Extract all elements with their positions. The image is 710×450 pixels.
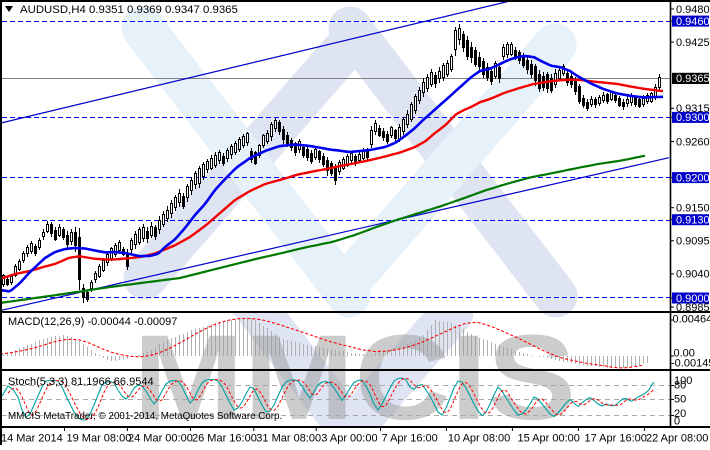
svg-text:MMCIS MetaTrader, © 2001-2014,: MMCIS MetaTrader, © 2001-2014, MetaQuote…: [8, 411, 282, 422]
svg-text:3 Apr 00:00: 3 Apr 00:00: [321, 433, 377, 445]
svg-text:80: 80: [674, 380, 686, 392]
svg-text:-0.00145: -0.00145: [671, 358, 710, 370]
svg-text:0.9200: 0.9200: [676, 172, 710, 184]
svg-text:19 Mar 08:00: 19 Mar 08:00: [67, 433, 132, 445]
svg-text:0.9260: 0.9260: [676, 136, 710, 148]
svg-text:0.00464: 0.00464: [673, 314, 710, 326]
svg-text:24 Mar 00:00: 24 Mar 00:00: [128, 433, 193, 445]
svg-text:0.9000: 0.9000: [676, 293, 710, 305]
svg-text:22 Apr 08:00: 22 Apr 08:00: [646, 433, 708, 445]
svg-text:MMCIS: MMCIS: [133, 309, 576, 445]
svg-text:0.9460: 0.9460: [676, 16, 710, 28]
svg-text:7 Apr 16:00: 7 Apr 16:00: [382, 433, 438, 445]
svg-text:0.9300: 0.9300: [676, 112, 710, 124]
svg-text:MACD(12,26,9) -0.00044 -0.0009: MACD(12,26,9) -0.00044 -0.00097: [8, 316, 177, 328]
svg-text:0.9425: 0.9425: [676, 37, 710, 49]
svg-text:0.9480: 0.9480: [676, 4, 710, 16]
svg-text:Stoch(5,3,3) 81.1966 66.9544: Stoch(5,3,3) 81.1966 66.9544: [8, 376, 154, 388]
svg-text:26 Mar 16:00: 26 Mar 16:00: [192, 433, 257, 445]
svg-text:50: 50: [674, 394, 686, 406]
svg-text:14 Mar 2014: 14 Mar 2014: [1, 433, 63, 445]
svg-text:31 Mar 08:00: 31 Mar 08:00: [256, 433, 321, 445]
svg-text:17 Apr 16:00: 17 Apr 16:00: [585, 433, 647, 445]
svg-text:AUDUSD,H4 0.9351 0.9369 0.934: AUDUSD,H4 0.9351 0.9369 0.9347 0.9365: [20, 4, 238, 16]
svg-text:0.9150: 0.9150: [676, 203, 710, 215]
svg-text:0: 0: [674, 415, 680, 427]
svg-text:0.9095: 0.9095: [676, 236, 710, 248]
svg-text:0.9040: 0.9040: [676, 269, 710, 281]
svg-text:0.9130: 0.9130: [676, 215, 710, 227]
svg-text:0.9365: 0.9365: [676, 73, 710, 85]
svg-text:15 Apr 00:00: 15 Apr 00:00: [518, 433, 580, 445]
svg-text:10 Apr 08:00: 10 Apr 08:00: [448, 433, 510, 445]
